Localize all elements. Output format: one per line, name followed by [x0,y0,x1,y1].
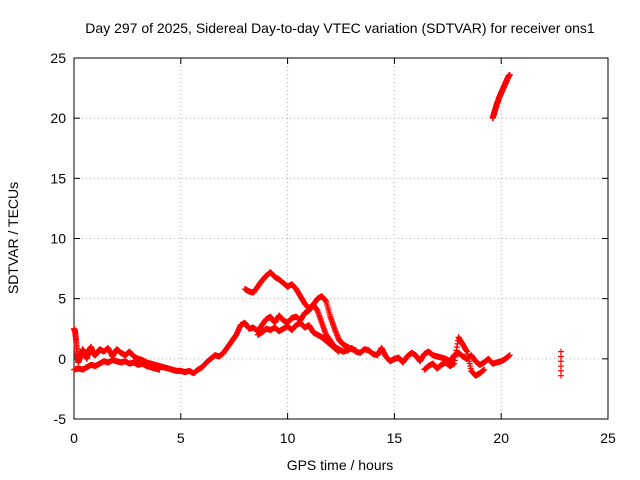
x-tick-label: 15 [387,430,403,446]
series-lower-branch [71,357,163,373]
x-tick-label: 0 [70,430,78,446]
y-tick-label: 5 [58,291,66,307]
x-axis-label: GPS time / hours [287,457,394,473]
y-tick-label: 10 [50,231,66,247]
y-tick-label: 15 [50,170,66,186]
data-points [71,71,565,379]
y-tick-label: 0 [58,351,66,367]
chart-title: Day 297 of 2025, Sidereal Day-to-day VTE… [85,20,595,36]
series-dip-17-19 [421,334,488,379]
series-post-20h-segment [489,71,513,122]
data-point [481,366,488,373]
series-upper-branch [241,269,359,354]
data-point [352,347,359,354]
grid [74,58,608,419]
data-point [156,366,163,373]
x-tick-label: 5 [177,430,185,446]
series-mid-branch [254,319,342,355]
data-point [335,348,342,355]
x-tick-label: 10 [280,430,296,446]
y-tick-label: 25 [50,50,66,66]
data-point [558,372,565,379]
y-tick-label: -5 [54,411,67,427]
data-point [506,352,513,359]
y-tick-label: 20 [50,110,66,126]
series-main [71,301,513,377]
data-point [506,71,513,78]
x-tick-label: 25 [600,430,616,446]
y-axis-label: SDTVAR / TECUs [5,182,21,294]
series-isolated-near-22-8h [558,348,565,379]
x-tick-label: 20 [493,430,509,446]
